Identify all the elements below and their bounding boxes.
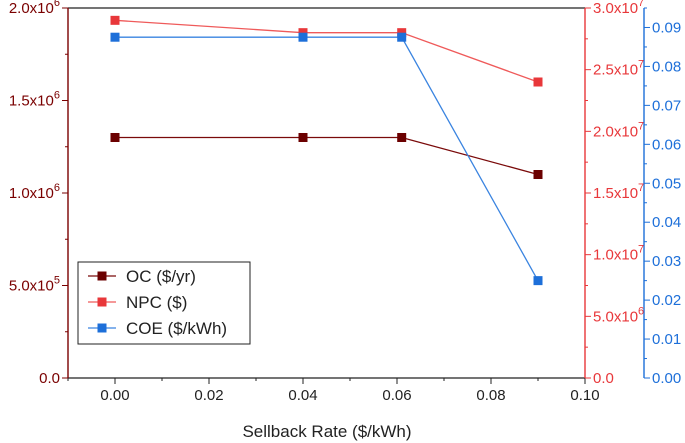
series-line: [114, 19, 539, 83]
left-tick-label: 5.0x105: [9, 275, 60, 295]
x-tick-label: 0.00: [100, 387, 129, 404]
right-npc-tick-label: 5.0x106: [593, 305, 644, 325]
right-coe-tick-label: 0.03: [652, 253, 681, 270]
data-point: [110, 15, 120, 25]
right-coe-tick-label: 0.04: [652, 214, 681, 231]
x-tick-label: 0.10: [570, 387, 599, 404]
right-coe-tick-label: 0.00: [652, 370, 681, 387]
right-npc-tick-label: 1.0x107: [593, 244, 644, 264]
x-tick-label: 0.04: [288, 387, 317, 404]
x-tick-label: 0.06: [382, 387, 411, 404]
series-layer: [110, 15, 543, 286]
right-npc-tick-label: 3.0x107: [593, 0, 644, 17]
legend-label: COE ($/kWh): [126, 319, 227, 338]
x-tick-label: 0.08: [476, 387, 505, 404]
data-point: [533, 77, 543, 87]
right-coe-tick-label: 0.09: [652, 19, 681, 36]
data-point: [298, 133, 308, 142]
left-tick-label: 2.0x106: [9, 0, 60, 17]
right-npc-tick-label: 2.0x107: [593, 120, 644, 140]
axes-layer: 0.00 0.02 0.04 0.06 0.08 0.100.05.0x1051.0x10…: [9, 0, 681, 404]
left-tick-label: 0.0: [39, 370, 60, 387]
right-coe-tick-label: 0.05: [652, 175, 681, 192]
legend: OC ($/yr) NPC ($) COE ($/kWh): [77, 261, 251, 345]
x-axis-label: Sellback Rate ($/kWh): [242, 422, 411, 441]
data-point: [533, 276, 543, 286]
right-coe-tick-label: 0.06: [652, 136, 681, 153]
data-point: [110, 32, 120, 42]
x-tick-label: 0.02: [194, 387, 223, 404]
right-npc-tick-label: 2.5x107: [593, 59, 644, 79]
right-npc-tick-label: 0.0: [593, 370, 614, 387]
right-coe-tick-label: 0.08: [652, 58, 681, 75]
right-coe-tick-label: 0.01: [652, 331, 681, 348]
legend-marker: [97, 323, 107, 333]
data-point: [397, 133, 407, 142]
legend-marker: [97, 271, 107, 281]
right-coe-tick-label: 0.07: [652, 97, 681, 114]
data-point: [110, 133, 120, 142]
legend-marker: [97, 297, 107, 307]
legend-label: NPC ($): [126, 293, 187, 312]
data-point: [397, 32, 407, 42]
data-point: [298, 28, 308, 38]
series-line: [115, 136, 539, 176]
left-tick-label: 1.5x106: [9, 90, 60, 110]
data-point: [533, 170, 543, 179]
legend-label: OC ($/yr): [126, 267, 196, 286]
data-point: [397, 28, 407, 38]
data-point: [298, 32, 308, 42]
right-npc-tick-label: 1.5x107: [593, 182, 644, 202]
right-coe-tick-label: 0.02: [652, 292, 681, 309]
left-tick-label: 1.0x106: [9, 182, 60, 202]
series-line: [115, 36, 539, 281]
